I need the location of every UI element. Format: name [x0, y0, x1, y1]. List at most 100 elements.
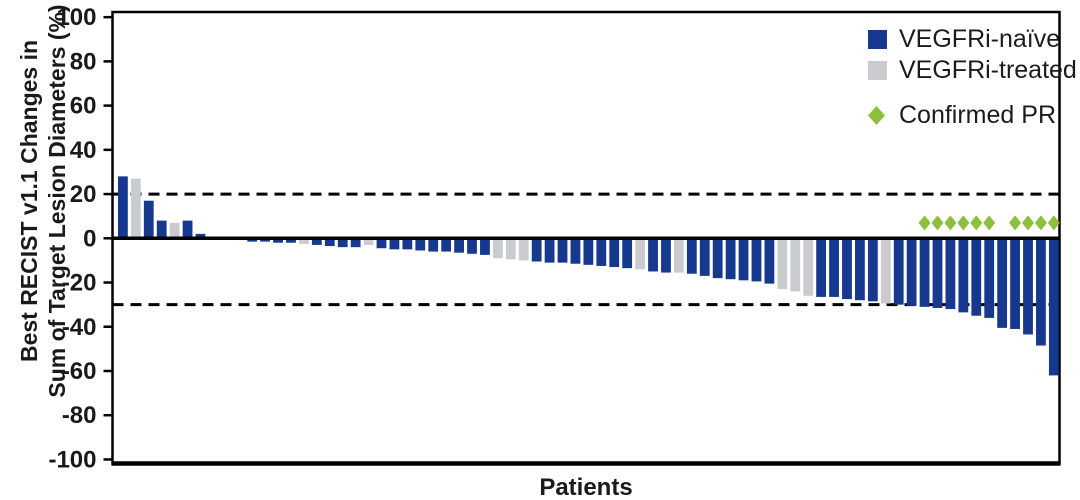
legend-item-treated: VEGFRi-treated — [868, 55, 1077, 86]
bar-vegfri-treated — [505, 238, 516, 260]
y-axis-title-line2: Sum of Target Lesion Diameters (%) — [44, 4, 70, 398]
bar-vegfri-naive — [712, 238, 723, 279]
bar-vegfri-naive — [337, 238, 348, 248]
bar-vegfri-naive — [906, 238, 917, 306]
confirmed-pr-diamond — [931, 215, 944, 231]
bar-vegfri-naive — [984, 238, 995, 318]
bar-vegfri-naive — [557, 238, 568, 263]
bar-vegfri-naive — [1048, 238, 1059, 376]
bar-vegfri-naive — [919, 238, 930, 307]
bar-vegfri-naive — [402, 238, 413, 250]
bar-vegfri-naive — [273, 238, 283, 243]
bar-vegfri-naive — [570, 238, 581, 264]
legend-label-naive: VEGFRi-naïve — [899, 25, 1061, 53]
confirmed-pr-diamond — [1047, 215, 1060, 231]
bar-vegfri-naive — [195, 233, 206, 239]
y-tick-label: -60 — [62, 358, 97, 385]
bar-vegfri-naive — [544, 238, 555, 263]
bar-vegfri-naive — [1023, 238, 1033, 335]
bar-vegfri-naive — [867, 238, 878, 302]
bar-vegfri-naive — [583, 238, 594, 265]
bar-vegfri-naive — [971, 238, 982, 316]
y-tick-label: 100 — [56, 4, 96, 31]
bar-vegfri-naive — [725, 238, 736, 280]
y-axis-title-line1: Best RECIST v1.1 Changes in — [16, 39, 42, 363]
bar-vegfri-naive — [997, 238, 1008, 328]
bar-vegfri-naive — [350, 238, 361, 248]
bar-vegfri-naive — [441, 238, 452, 252]
bar-vegfri-naive — [738, 238, 749, 281]
x-axis-title: Patients — [539, 474, 633, 500]
bar-vegfri-naive — [609, 238, 620, 268]
bar-vegfri-naive — [286, 238, 296, 243]
bar-vegfri-naive — [699, 238, 710, 276]
y-tick-label: 80 — [70, 48, 97, 75]
confirmed-pr-diamond — [918, 215, 931, 231]
bar-vegfri-naive — [118, 176, 128, 239]
bar-vegfri-naive — [454, 238, 464, 253]
legend-item-confirmed-pr: Confirmed PR — [868, 100, 1077, 131]
confirmed-pr-diamond — [957, 215, 970, 231]
bar-vegfri-treated — [492, 238, 503, 259]
bar-vegfri-treated — [299, 238, 309, 244]
y-tick-label: -20 — [62, 270, 97, 297]
bar-vegfri-naive — [622, 238, 633, 269]
bar-vegfri-naive — [428, 238, 439, 252]
legend: VEGFRi-naïve VEGFRi-treated Confirmed PR — [868, 24, 1077, 131]
treated-swatch-icon — [868, 61, 887, 80]
confirmed-pr-diamond — [1034, 215, 1047, 231]
bar-vegfri-naive — [156, 220, 167, 239]
bar-vegfri-naive — [311, 238, 322, 245]
confirmed-pr-diamond-icon — [868, 106, 885, 125]
confirmed-pr-diamond — [1022, 215, 1034, 231]
legend-label-confirmed-pr: Confirmed PR — [899, 101, 1056, 129]
bar-vegfri-naive — [686, 238, 697, 274]
confirmed-pr-diamond — [1009, 215, 1022, 231]
bar-vegfri-treated — [673, 238, 684, 273]
bar-vegfri-treated — [363, 238, 374, 245]
y-tick-label: -80 — [62, 402, 97, 429]
y-tick-label: 40 — [70, 137, 97, 164]
bar-vegfri-naive — [596, 238, 607, 266]
bar-vegfri-naive — [764, 238, 775, 284]
bar-vegfri-naive — [829, 238, 839, 297]
y-tick-label: -40 — [62, 314, 97, 341]
bar-vegfri-naive — [751, 238, 762, 282]
bar-vegfri-treated — [169, 222, 180, 239]
bar-vegfri-naive — [958, 238, 969, 313]
y-tick-label: 0 — [83, 225, 96, 252]
y-tick-label: 60 — [70, 93, 97, 120]
bar-vegfri-naive — [324, 238, 335, 247]
bar-vegfri-treated — [635, 238, 645, 270]
legend-item-naive: VEGFRi-naïve — [868, 24, 1077, 55]
bar-vegfri-naive — [648, 238, 658, 272]
y-axis-title: Best RECIST v1.1 Changes in Sum of Targe… — [15, 0, 73, 418]
bar-vegfri-treated — [130, 178, 141, 239]
confirmed-pr-diamond — [983, 215, 996, 231]
bar-vegfri-naive — [531, 238, 542, 262]
bar-vegfri-naive — [932, 238, 943, 308]
bar-vegfri-treated — [518, 238, 529, 261]
bar-vegfri-treated — [803, 238, 814, 296]
y-tick-label: -100 — [48, 446, 96, 473]
bar-vegfri-naive — [1010, 238, 1020, 329]
bar-vegfri-naive — [661, 238, 671, 273]
naive-swatch-icon — [868, 30, 887, 49]
bar-vegfri-naive — [842, 238, 852, 300]
bar-vegfri-naive — [143, 200, 154, 239]
bar-vegfri-naive — [376, 238, 387, 249]
bar-vegfri-naive — [1036, 238, 1046, 346]
confirmed-pr-diamond — [970, 215, 983, 231]
bar-vegfri-naive — [893, 238, 904, 305]
confirmed-pr-diamond — [944, 215, 957, 231]
bar-vegfri-naive — [945, 238, 956, 310]
bar-vegfri-naive — [855, 238, 865, 301]
legend-label-treated: VEGFRi-treated — [899, 56, 1077, 84]
bar-vegfri-naive — [389, 238, 400, 250]
bar-vegfri-treated — [777, 238, 788, 290]
bar-vegfri-naive — [415, 238, 426, 251]
bar-vegfri-naive — [182, 220, 193, 239]
bar-vegfri-treated — [790, 238, 801, 292]
